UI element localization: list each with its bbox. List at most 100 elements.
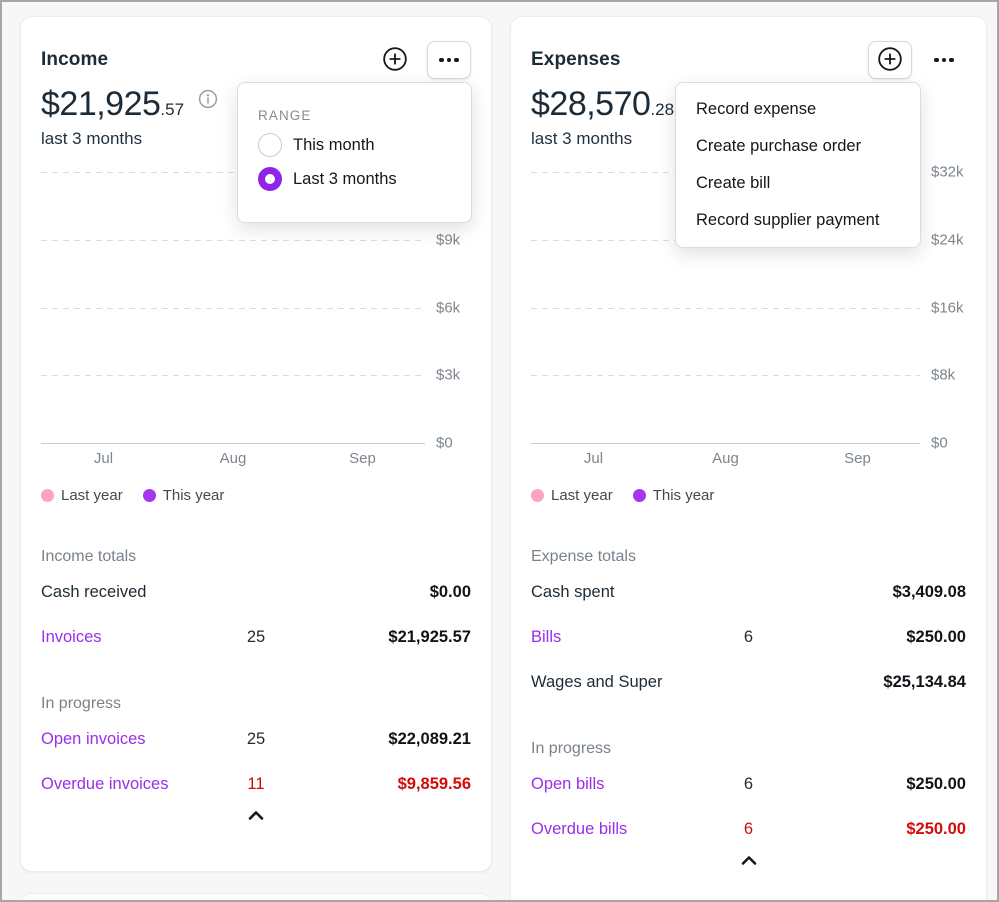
expenses-amount-row: $28,570.28	[531, 87, 966, 121]
row-count: 6	[743, 628, 754, 646]
ellipsis-icon	[934, 57, 954, 63]
legend-dot-icon	[632, 489, 646, 502]
gridline	[41, 239, 425, 241]
income-subtitle: last 3 months	[41, 129, 143, 148]
income-amount-cents: .57	[160, 100, 185, 119]
table-row: Overdue invoices 11 $9,859.56	[41, 775, 471, 794]
y-axis-label: $24k	[931, 231, 964, 249]
y-axis-label: $0	[931, 434, 948, 452]
table-row: Open invoices 25 $22,089.21	[41, 730, 471, 749]
x-axis: Jul Aug Sep	[531, 450, 920, 467]
y-axis-label: $6k	[436, 299, 461, 316]
range-popup-heading: RANGE	[258, 108, 312, 123]
row-amount: $250.00	[906, 775, 966, 793]
legend-label: This year	[162, 487, 225, 504]
row-amount: $3,409.08	[892, 583, 966, 601]
expenses-amount-cents: .28	[650, 100, 675, 119]
radio-last-3-months[interactable]: Last 3 months	[258, 167, 451, 191]
x-axis-label: Aug	[219, 450, 247, 467]
legend-item: Last year	[531, 487, 613, 504]
expenses-more-button[interactable]	[922, 41, 966, 79]
info-icon[interactable]	[198, 89, 218, 113]
radio-this-month[interactable]: This month	[258, 133, 451, 157]
table-row: Invoices 25 $21,925.57	[41, 628, 471, 647]
income-header-actions	[373, 41, 471, 79]
row-amount: $22,089.21	[388, 730, 471, 748]
y-axis: $9k $6k $3k $0	[425, 172, 471, 451]
income-title: Income	[41, 49, 109, 70]
legend-label: This year	[652, 487, 715, 504]
x-axis: Jul Aug Sep	[41, 450, 425, 467]
table-row: Cash received $0.00	[41, 583, 471, 602]
row-amount: $0.00	[429, 583, 471, 601]
overdue-invoices-link[interactable]: Overdue invoices	[41, 775, 169, 793]
open-bills-link[interactable]: Open bills	[531, 775, 605, 793]
row-label: Cash spent	[531, 583, 615, 601]
x-axis-label: Sep	[844, 450, 871, 467]
income-amount: $21,925	[41, 85, 161, 123]
income-totals-heading: Income totals	[41, 548, 137, 565]
expenses-subtitle: last 3 months	[531, 129, 633, 148]
overdue-bills-link[interactable]: Overdue bills	[531, 820, 628, 838]
row-amount: $250.00	[906, 820, 966, 838]
x-axis-label: Jul	[93, 450, 114, 467]
plus-circle-icon	[382, 46, 408, 75]
chart-legend: Last year This year	[531, 487, 966, 504]
expenses-progress-heading: In progress	[531, 740, 612, 757]
row-count: 25	[246, 628, 266, 646]
legend-item: This year	[142, 487, 225, 504]
menu-item-record-expense[interactable]: Record expense	[696, 100, 817, 118]
expense-totals-heading: Expense totals	[531, 548, 636, 565]
y-axis-label: $32k	[931, 163, 964, 181]
income-amount-row: $21,925.57	[41, 87, 471, 121]
radio-label: Last 3 months	[293, 169, 397, 188]
row-count: 6	[743, 820, 754, 838]
expenses-collapse-button[interactable]	[734, 852, 764, 871]
row-label: Wages and Super	[531, 673, 663, 691]
gridline	[531, 443, 920, 444]
income-more-button[interactable]	[427, 41, 471, 79]
gridline	[41, 375, 425, 377]
radio-selected-icon	[258, 167, 282, 191]
menu-item-create-purchase-order[interactable]: Create purchase order	[696, 137, 862, 155]
next-card-partial	[20, 893, 492, 900]
menu-item-create-bill[interactable]: Create bill	[696, 174, 771, 192]
expenses-amount: $28,570	[531, 85, 651, 123]
radio-unselected-icon	[258, 133, 282, 157]
income-add-button[interactable]	[373, 41, 417, 79]
invoices-link[interactable]: Invoices	[41, 628, 102, 646]
expenses-title: Expenses	[531, 49, 621, 70]
legend-item: Last year	[41, 487, 123, 504]
table-row: Wages and Super $25,134.84	[531, 673, 966, 692]
legend-item: This year	[632, 487, 715, 504]
expenses-add-button[interactable]	[868, 41, 912, 79]
legend-dot-icon	[531, 489, 544, 502]
table-row: Cash spent $3,409.08	[531, 583, 966, 602]
income-progress-heading: In progress	[41, 695, 122, 712]
row-amount: $9,859.56	[397, 775, 471, 793]
expenses-header-actions	[868, 41, 966, 79]
table-row: Open bills 6 $250.00	[531, 775, 966, 794]
row-amount: $250.00	[906, 628, 966, 646]
legend-dot-icon	[142, 489, 156, 502]
row-count: 11	[247, 775, 265, 793]
table-row: Overdue bills 6 $250.00	[531, 820, 966, 839]
chevron-up-icon	[740, 854, 758, 869]
menu-item-record-supplier-payment[interactable]: Record supplier payment	[696, 211, 880, 229]
gridline	[41, 307, 425, 309]
y-axis-label: $16k	[931, 299, 964, 316]
income-card: Income $21,925.57	[20, 16, 492, 872]
open-invoices-link[interactable]: Open invoices	[41, 730, 146, 748]
chart-legend: Last year This year	[41, 487, 471, 504]
expenses-card: Expenses $28,570.28 last 3 months $32k $2…	[510, 16, 987, 900]
x-axis-label: Aug	[712, 450, 739, 467]
income-card-header: Income	[41, 41, 471, 79]
row-amount: $25,134.84	[883, 673, 966, 691]
gridline	[41, 172, 425, 173]
radio-label: This month	[293, 135, 375, 154]
income-chart: $9k $6k $3k $0 Jul Aug Sep Last year This year	[41, 172, 471, 504]
row-count: 6	[743, 775, 754, 793]
chevron-up-icon	[247, 809, 265, 824]
income-collapse-button[interactable]	[241, 807, 271, 826]
bills-link[interactable]: Bills	[531, 628, 562, 646]
